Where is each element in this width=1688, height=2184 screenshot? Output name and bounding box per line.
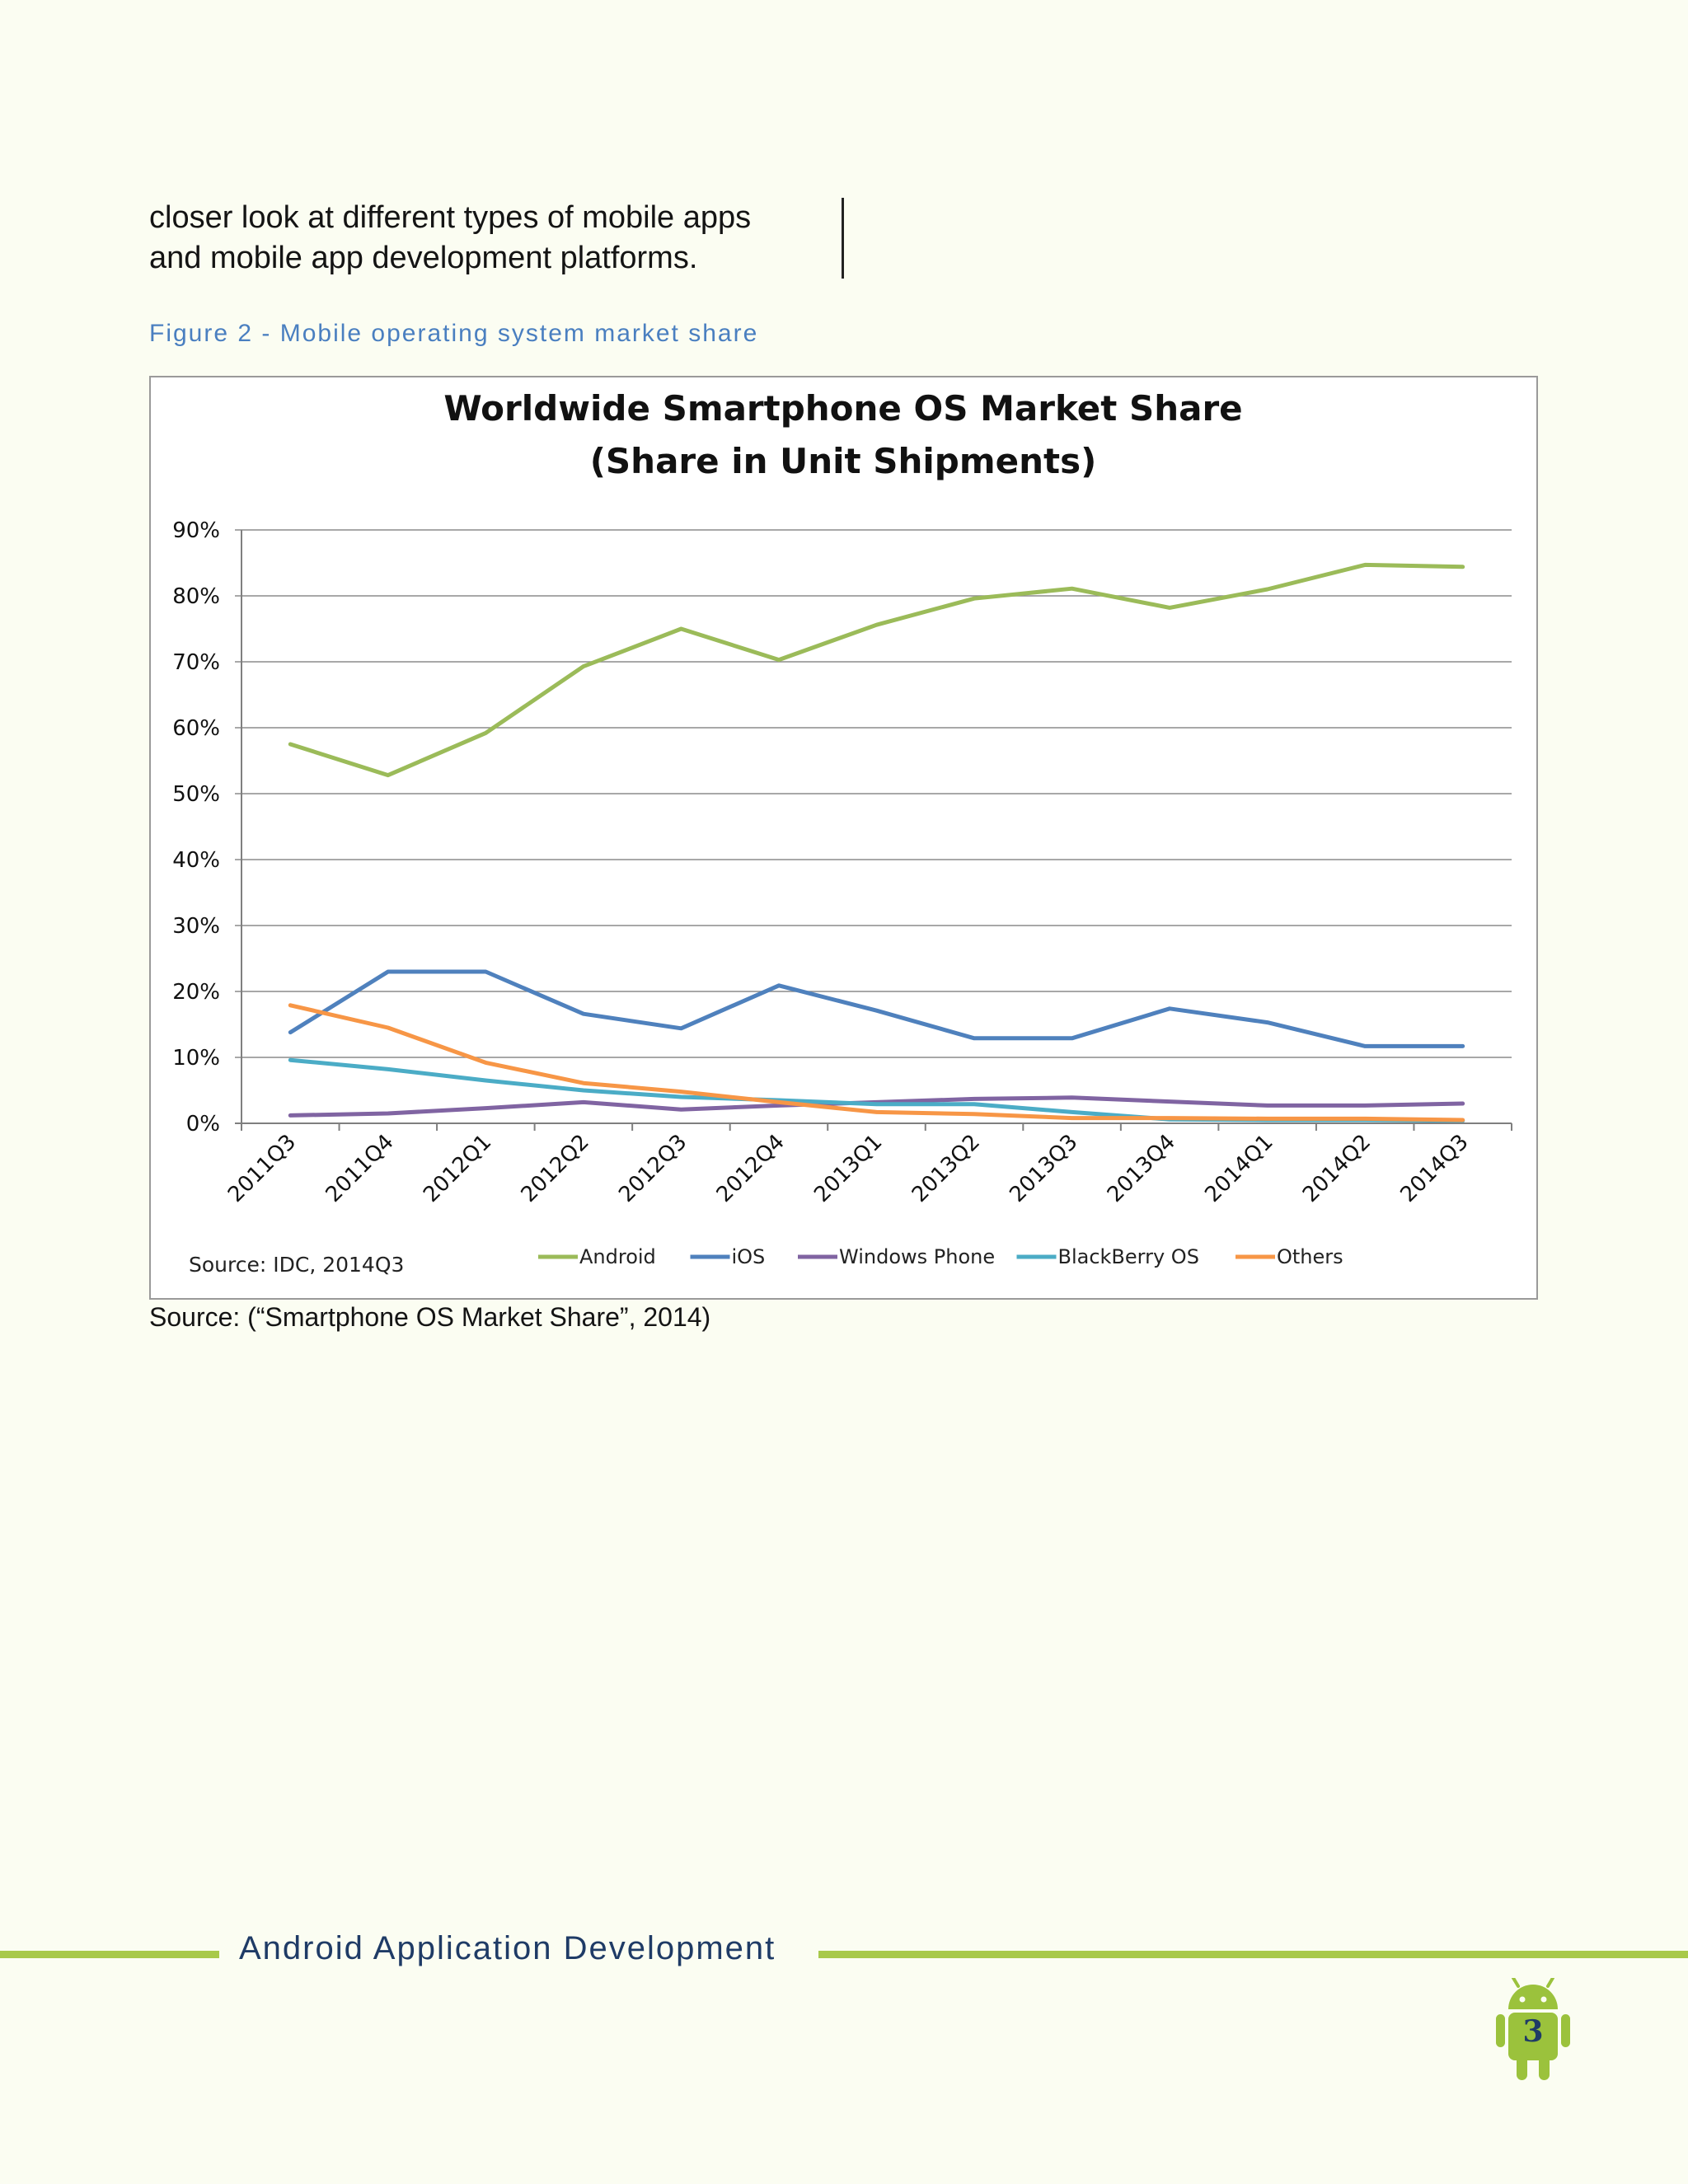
legend-label: BlackBerry OS xyxy=(1058,1245,1199,1268)
footer-rule-right xyxy=(818,1951,1688,1958)
series-line-ios xyxy=(288,969,1465,1048)
y-tick-label: 50% xyxy=(172,782,220,807)
y-tick-label: 70% xyxy=(172,650,220,675)
x-tick-label: 2013Q3 xyxy=(1005,1130,1082,1207)
x-tick-label: 2012Q3 xyxy=(614,1130,692,1207)
x-tick-label: 2011Q3 xyxy=(223,1130,301,1207)
x-tick-label: 2013Q1 xyxy=(809,1130,887,1207)
series-line-others xyxy=(288,1003,1465,1122)
figure-source: Source: (“Smartphone OS Market Share”, 2… xyxy=(149,1302,711,1332)
x-tick-label: 2012Q2 xyxy=(517,1130,594,1207)
legend-label: Windows Phone xyxy=(839,1245,995,1268)
intro-line-2: and mobile app development platforms. xyxy=(149,241,698,275)
y-tick-label: 10% xyxy=(172,1046,220,1071)
x-tick-label: 2014Q1 xyxy=(1200,1130,1278,1207)
x-tick-label: 2012Q1 xyxy=(419,1130,496,1207)
legend-label: Others xyxy=(1277,1245,1343,1268)
chart-title-line-2: (Share in Unit Shipments) xyxy=(590,441,1097,481)
y-tick-label: 90% xyxy=(172,518,220,543)
y-tick-label: 80% xyxy=(172,584,220,609)
legend-label: Android xyxy=(579,1245,656,1268)
intro-paragraph: closer look at different types of mobile… xyxy=(149,198,809,279)
x-tick-label: 2012Q4 xyxy=(712,1130,790,1207)
intro-line-1: closer look at different types of mobile… xyxy=(149,200,752,235)
x-tick-label: 2014Q2 xyxy=(1298,1130,1376,1207)
x-tick-label: 2011Q4 xyxy=(321,1130,399,1207)
x-tick-label: 2013Q4 xyxy=(1103,1130,1180,1207)
x-tick-label: 2014Q3 xyxy=(1396,1130,1474,1207)
legend-label: iOS xyxy=(732,1245,766,1268)
chart-source-note: Source: IDC, 2014Q3 xyxy=(189,1253,404,1277)
y-tick-label: 30% xyxy=(172,914,220,939)
y-tick-label: 40% xyxy=(172,848,220,873)
footer-title: Android Application Development xyxy=(239,1930,776,1966)
chart-title-line-1: Worldwide Smartphone OS Market Share xyxy=(443,388,1242,429)
market-share-chart: Worldwide Smartphone OS Market Share (Sh… xyxy=(172,388,1512,1277)
y-tick-label: 60% xyxy=(172,716,220,741)
text-cursor-bar xyxy=(842,198,844,279)
y-tick-label: 0% xyxy=(186,1112,220,1137)
y-tick-label: 20% xyxy=(172,980,220,1005)
figure-caption: Figure 2 - Mobile operating system marke… xyxy=(149,320,759,347)
chart-figure: Worldwide Smartphone OS Market Share (Sh… xyxy=(149,376,1538,1300)
page-number: 3 xyxy=(1522,2014,1544,2049)
footer-rule-left xyxy=(0,1951,219,1958)
series-line-android xyxy=(288,562,1465,778)
android-robot-icon xyxy=(1496,1978,1570,2080)
x-tick-label: 2013Q2 xyxy=(907,1130,985,1207)
